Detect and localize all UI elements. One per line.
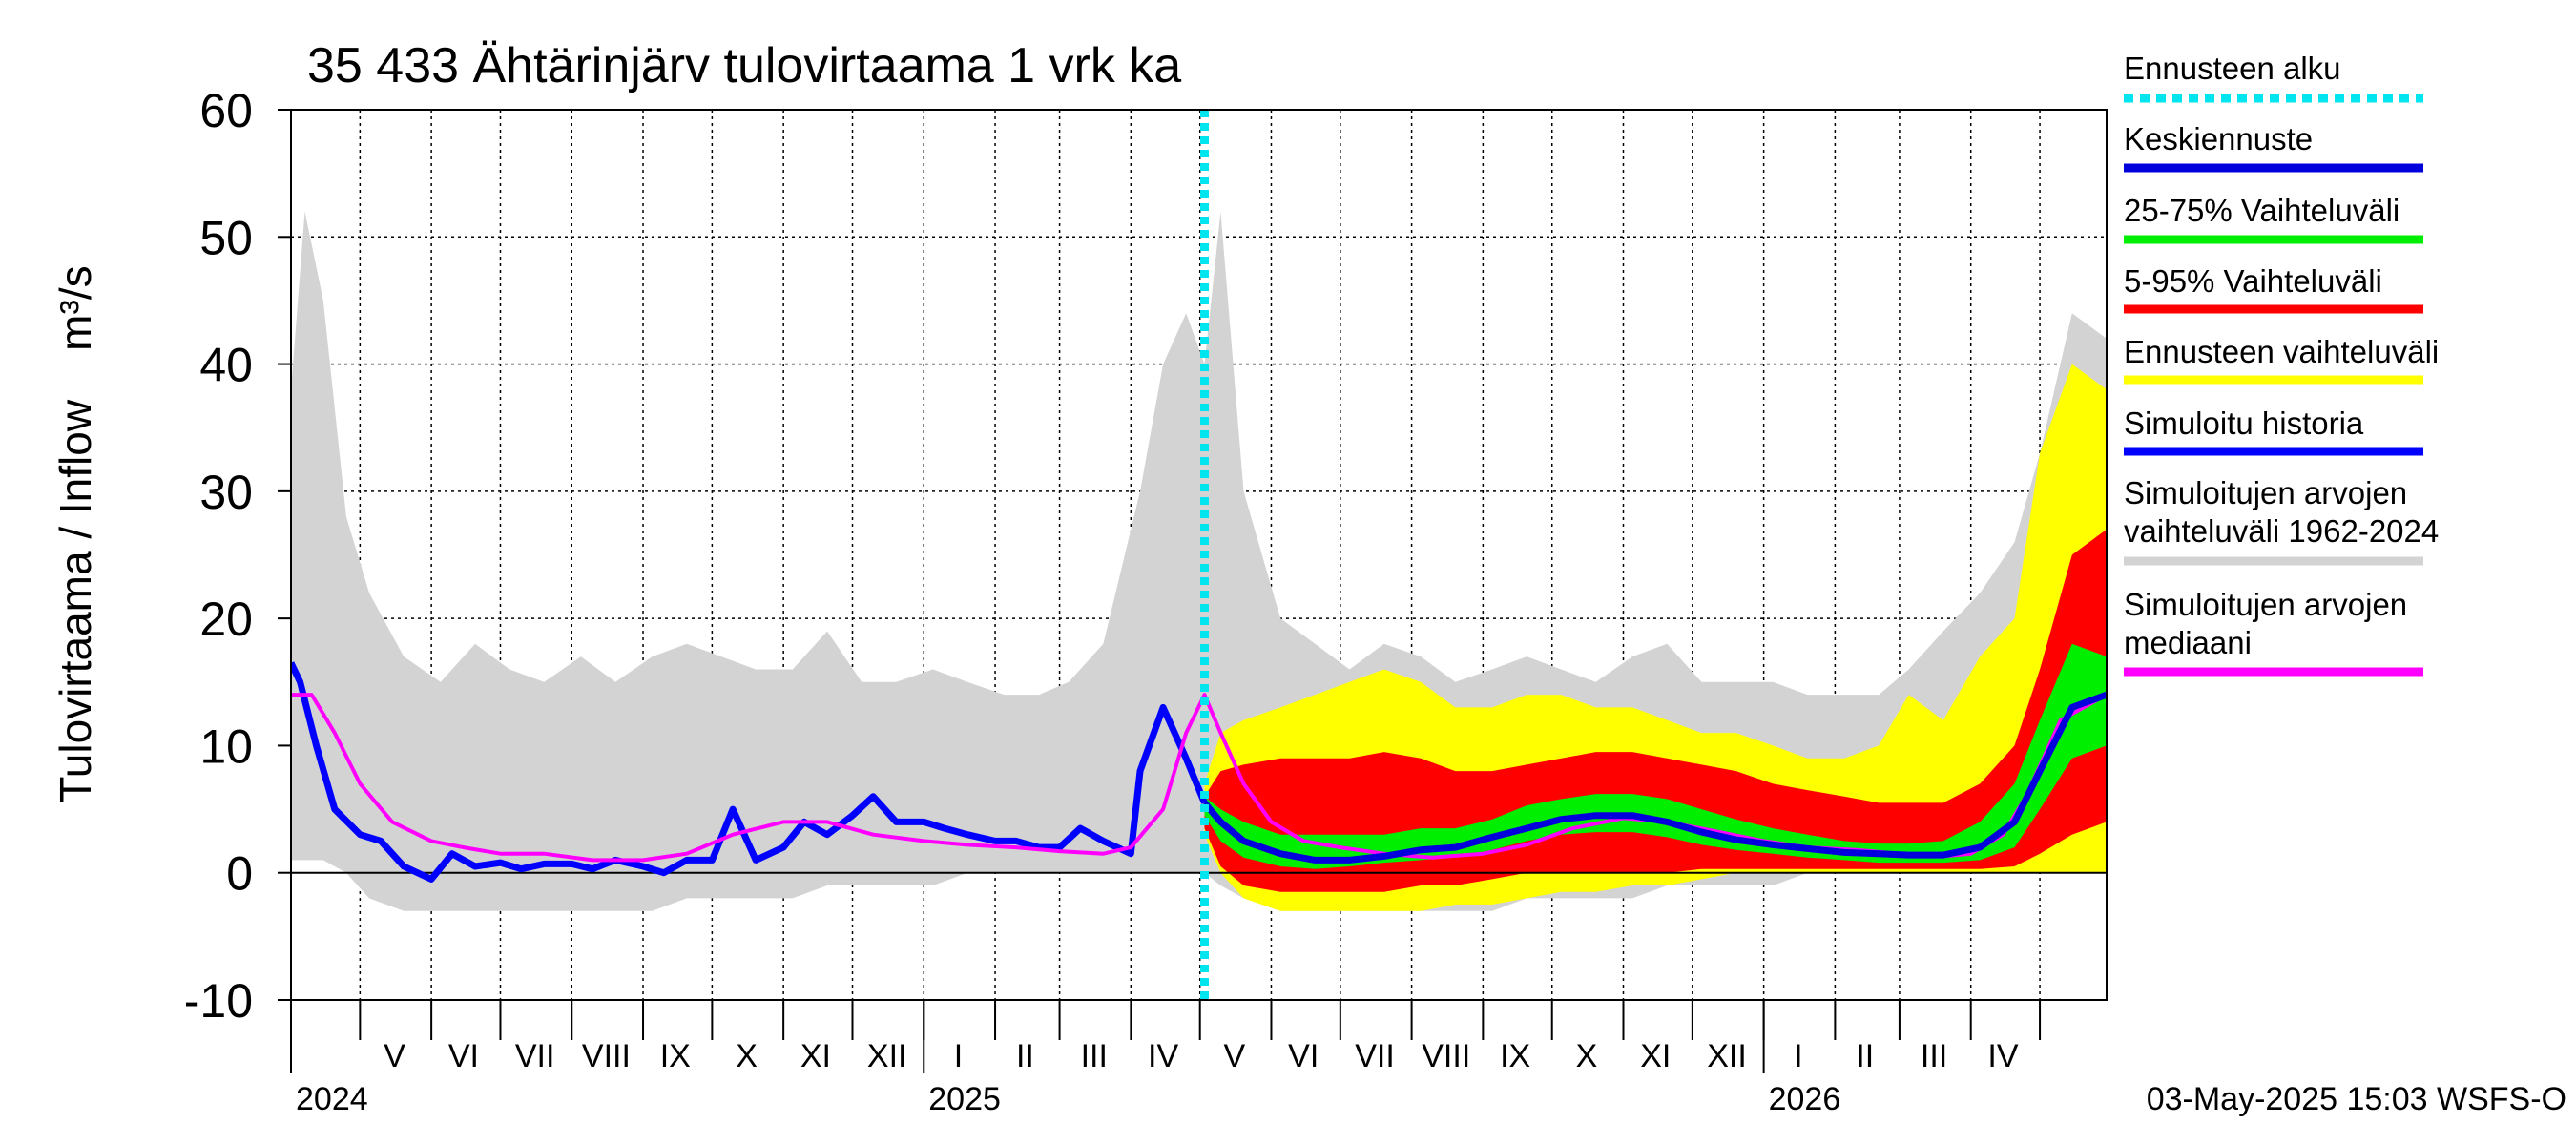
month-label: II — [1856, 1038, 1874, 1074]
legend-item: Keskiennuste — [2124, 121, 2423, 173]
month-label: IV — [1987, 1038, 2018, 1074]
month-label: V — [1224, 1038, 1246, 1074]
legend-label: Simuloitujen arvojen mediaani — [2124, 587, 2407, 660]
y-tick-label: 30 — [199, 466, 253, 519]
year-label: 2024 — [296, 1081, 368, 1117]
legend-label-line: Simuloitu historia — [2124, 406, 2364, 441]
y-tick-label: 40 — [199, 339, 253, 392]
legend-label: Ennusteen vaihteluväli — [2124, 334, 2439, 369]
band-2 — [1204, 529, 2107, 892]
month-label: VII — [1355, 1038, 1395, 1074]
month-label: IX — [1500, 1038, 1530, 1074]
legend-item: Simuloitujen arvojen mediaani — [2124, 587, 2423, 677]
year-label: 2026 — [1769, 1081, 1841, 1117]
legend-label-line: Simuloitujen arvojen — [2124, 475, 2407, 510]
month-label: XII — [867, 1038, 907, 1074]
month-label: I — [1794, 1038, 1802, 1074]
y-tick-label: 10 — [199, 719, 253, 773]
legend-label: 25-75% Vaihteluväli — [2124, 193, 2399, 228]
chart-title: 35 433 Ähtärinjärv tulovirtaama 1 vrk ka — [307, 38, 1181, 94]
y-axis: -10 0 10 20 30 40 50 60 Tulovirtaama / Inflow m³… — [51, 84, 291, 1028]
month-label: VI — [1288, 1038, 1319, 1074]
line-6 — [1201, 691, 2107, 864]
legend-item: Ennusteen vaihteluväli — [2124, 334, 2439, 385]
y-tick-label: 60 — [199, 84, 253, 137]
y-tick-label: 50 — [199, 211, 253, 264]
month-label: III — [1921, 1038, 1947, 1074]
legend-label-line: mediaani — [2124, 625, 2252, 660]
year-label: 2025 — [928, 1081, 1001, 1117]
month-label: I — [954, 1038, 963, 1074]
legend-label: Simuloitujen arvojen vaihteluväli 1962-20… — [2124, 475, 2439, 549]
month-label: VII — [515, 1038, 555, 1074]
month-label: VIII — [582, 1038, 631, 1074]
y-tick-label: 0 — [226, 847, 253, 901]
legend-label: 5-95% Vaihteluväli — [2124, 263, 2382, 299]
month-label: VIII — [1422, 1038, 1470, 1074]
month-label: XI — [1640, 1038, 1671, 1074]
month-label: X — [736, 1038, 758, 1074]
month-label: XI — [800, 1038, 831, 1074]
footer-timestamp: 03-May-2025 15:03 WSFS-O — [2147, 1081, 2566, 1117]
month-label: X — [1576, 1038, 1598, 1074]
month-label: III — [1081, 1038, 1108, 1074]
month-label: VI — [448, 1038, 479, 1074]
data-layer — [291, 211, 2107, 911]
legend-item: 5-95% Vaihteluväli — [2124, 263, 2423, 314]
legend-label: Ennusteen alku — [2124, 51, 2341, 86]
y-axis-label: Tulovirtaama / Inflow m³/s — [51, 265, 100, 802]
legend-label-line: vaihteluväli 1962-2024 — [2124, 513, 2439, 549]
legend: Ennusteen alku Keskiennuste 25-75% Vaihtel… — [2124, 51, 2439, 677]
legend-item: Ennusteen alku — [2124, 51, 2423, 103]
legend-item: Simuloitujen arvojen vaihteluväli 1962-20… — [2124, 475, 2439, 566]
legend-label-line: Keskiennuste — [2124, 121, 2313, 156]
legend-label-line: Simuloitujen arvojen — [2124, 587, 2407, 622]
y-tick-label: 20 — [199, 593, 253, 646]
month-label: IV — [1148, 1038, 1178, 1074]
month-label: IX — [660, 1038, 691, 1074]
plot-frame — [290, 109, 2108, 1001]
legend-label-line: 5-95% Vaihteluväli — [2124, 263, 2382, 299]
band-3 — [1204, 643, 2107, 869]
legend-label: Keskiennuste — [2124, 121, 2313, 156]
legend-label: Simuloitu historia — [2124, 406, 2364, 441]
legend-label-line: Ennusteen vaihteluväli — [2124, 334, 2439, 369]
y-tick-label: -10 — [184, 974, 253, 1028]
month-label: XII — [1707, 1038, 1747, 1074]
legend-label-line: Ennusteen alku — [2124, 51, 2341, 86]
legend-item: 25-75% Vaihteluväli — [2124, 193, 2423, 244]
legend-label-line: 25-75% Vaihteluväli — [2124, 193, 2399, 228]
month-label: V — [384, 1038, 405, 1074]
legend-item: Simuloitu historia — [2124, 406, 2423, 456]
month-label: II — [1016, 1038, 1034, 1074]
line-4 — [291, 661, 1208, 883]
x-axis: V VI VII VIII IX X XI XII I II III IV V VI VII VIII IX X X… — [290, 1000, 2042, 1117]
